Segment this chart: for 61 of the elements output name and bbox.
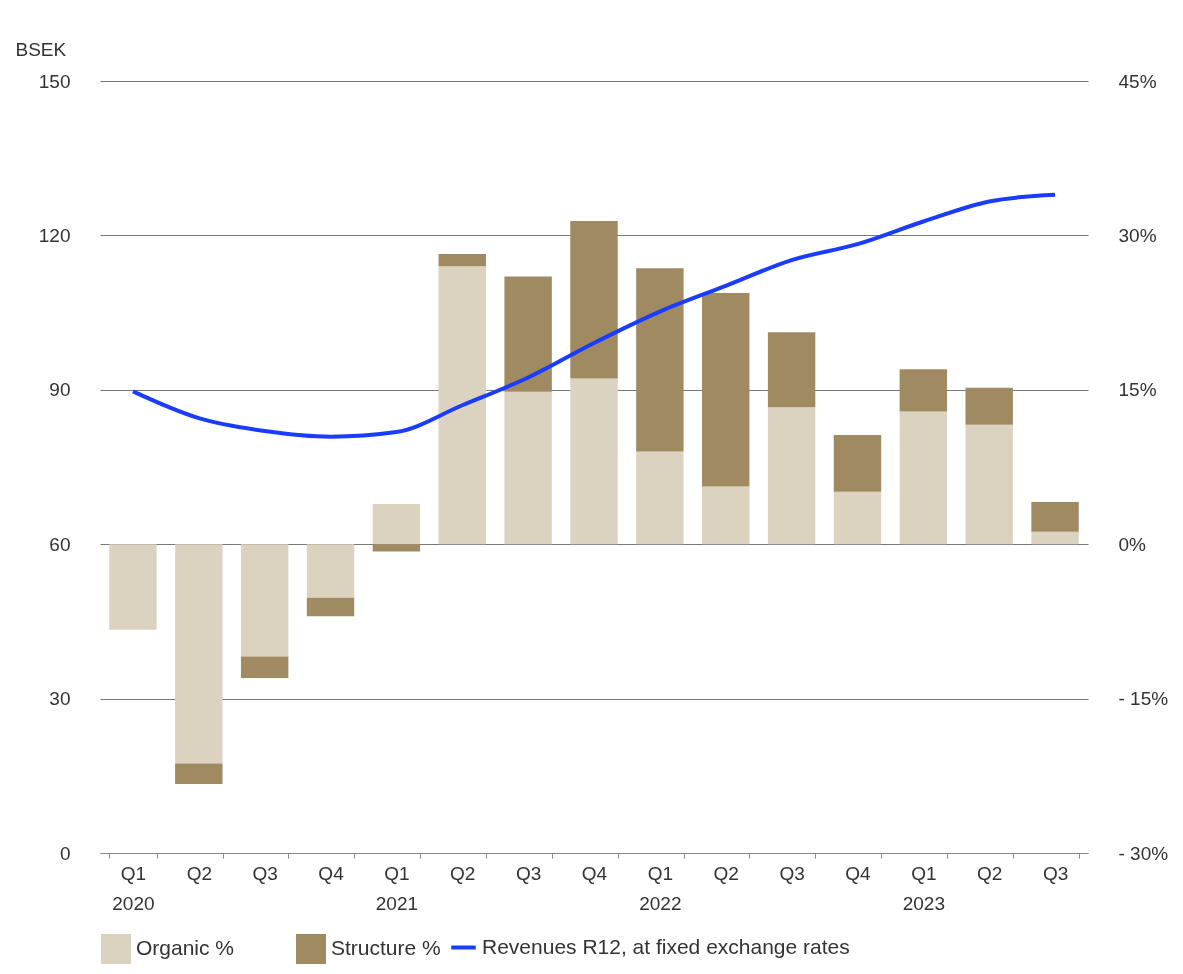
- bar: [899, 411, 948, 545]
- x-tick-label: Q4: [318, 862, 345, 884]
- bar: [833, 491, 882, 545]
- y-tick-label: 60: [49, 533, 71, 555]
- bar: [965, 424, 1013, 545]
- bar: [636, 268, 684, 452]
- bar: [175, 544, 223, 764]
- bar: [702, 293, 750, 487]
- line-series: [130, 192, 1058, 439]
- y2-tick-label: 0%: [1118, 533, 1147, 555]
- bar: [438, 253, 486, 267]
- y2-tick-label: 45%: [1118, 70, 1157, 92]
- bar: [702, 486, 750, 545]
- bar: [1031, 502, 1079, 532]
- bar: [240, 656, 289, 679]
- y-tick-label: 90: [49, 379, 71, 401]
- bar: [767, 332, 816, 408]
- bar: [767, 407, 816, 545]
- y-tick-label: 0: [59, 842, 71, 864]
- bar: [504, 276, 552, 392]
- x-tick-label: Q1 2022: [639, 862, 682, 914]
- x-tick-label: Q3: [779, 862, 805, 884]
- x-tick-label: Q3: [515, 862, 542, 884]
- x-tick-label: Q1 2023: [902, 862, 945, 914]
- y-axis-title: BSEK: [15, 38, 67, 60]
- bar: [570, 378, 618, 545]
- x-tick-label: Q4: [845, 862, 872, 884]
- legend-label: Organic %: [136, 936, 235, 959]
- bar: [636, 451, 684, 545]
- bar: [570, 220, 618, 379]
- bar: [899, 369, 948, 412]
- y-tick-label: 30: [49, 688, 71, 710]
- x-tick-label: Q4: [581, 862, 608, 884]
- bar: [833, 435, 882, 492]
- x-tick-label: Q2: [713, 862, 739, 884]
- x-tick-label: Q1 2021: [375, 862, 419, 914]
- x-tick-label: Q3: [252, 862, 278, 884]
- y2-tick-label: - 30%: [1118, 842, 1169, 864]
- legend-label: Revenues R12, at fixed exchange rates: [482, 934, 850, 958]
- x-tick-label: Q3: [1042, 862, 1069, 884]
- bar: [1031, 531, 1079, 545]
- y2-tick-label: - 15%: [1118, 688, 1169, 710]
- bar: [306, 597, 355, 617]
- bar: [306, 544, 355, 598]
- y-tick-label: 150: [38, 70, 71, 92]
- bar: [240, 544, 289, 657]
- x-tick-label: Q2: [186, 862, 212, 884]
- bar: [175, 763, 223, 785]
- y-tick-label: 120: [38, 224, 71, 246]
- bar: [372, 544, 421, 552]
- bar: [438, 266, 486, 545]
- x-tick-label: Q2: [977, 862, 1003, 884]
- y2-tick-label: 15%: [1118, 379, 1157, 401]
- bar: [109, 544, 157, 630]
- y2-tick-label: 30%: [1118, 224, 1157, 246]
- bar: [965, 387, 1013, 425]
- bar: [372, 504, 421, 545]
- legend-label: Structure %: [331, 936, 441, 959]
- x-tick-label: Q2: [450, 862, 476, 884]
- x-tick-label: Q1 2020: [112, 862, 155, 914]
- bar: [504, 391, 552, 545]
